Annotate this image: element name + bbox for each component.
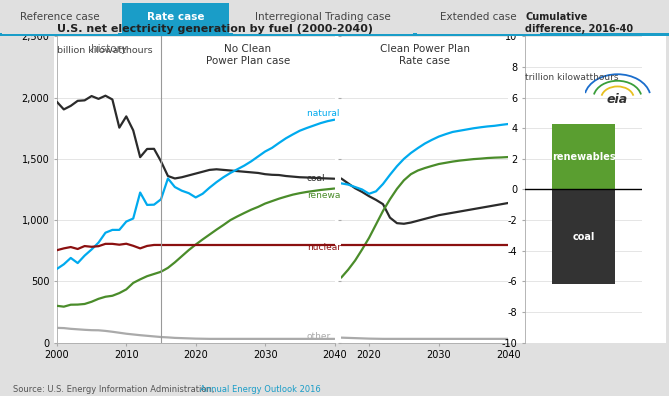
Text: Reference case: Reference case [20,13,100,23]
Text: nuclear: nuclear [307,243,341,252]
Text: U.S. net electricity generation by fuel (2000-2040): U.S. net electricity generation by fuel … [57,25,373,34]
Text: history: history [91,44,127,54]
Text: trillion kilowatthours: trillion kilowatthours [525,73,619,82]
Text: coal: coal [307,174,325,183]
Bar [552,124,615,189]
Text: other: other [307,332,331,341]
Bar [2,3,118,34]
Bar [122,3,229,34]
Text: coal: coal [573,232,595,242]
Text: Annual Energy Outlook 2016: Annual Energy Outlook 2016 [199,385,320,394]
Bar [552,189,615,284]
Text: renewables: renewables [307,191,359,200]
Text: natural gas: natural gas [307,109,358,118]
Text: Clean Power Plan
Rate case: Clean Power Plan Rate case [380,44,470,66]
Bar [233,3,413,34]
Text: renewables: renewables [552,152,615,162]
Text: Interregional Trading case: Interregional Trading case [255,13,391,23]
Bar [417,3,540,34]
Text: Source: U.S. Energy Information Administration,: Source: U.S. Energy Information Administ… [13,385,217,394]
Text: Rate case: Rate case [147,13,204,23]
Text: billion kilowatthours: billion kilowatthours [57,46,153,55]
Text: No Clean
Power Plan case: No Clean Power Plan case [205,44,290,66]
Text: Cumulative
difference, 2016-40: Cumulative difference, 2016-40 [525,12,634,34]
Bar [0,33,669,36]
Text: Extended case: Extended case [440,13,516,23]
Text: eia: eia [607,93,628,106]
